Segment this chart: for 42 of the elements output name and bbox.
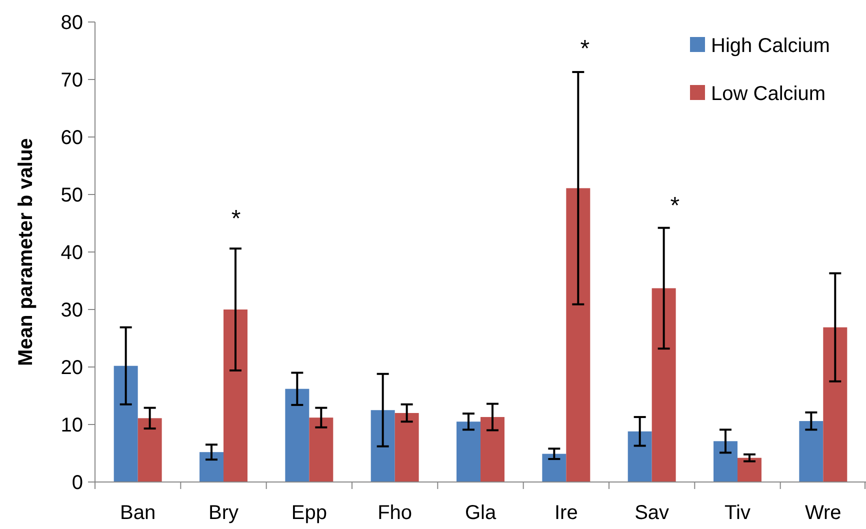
y-tick-label: 0 (72, 472, 83, 494)
bar (285, 388, 310, 482)
legend-label: High Calcium (711, 35, 830, 57)
x-tick-label: Gla (464, 502, 497, 524)
y-tick-label: 80 (60, 12, 83, 34)
annotation: * (580, 35, 590, 62)
x-tick-label: Tiv (724, 502, 750, 524)
bar (200, 452, 224, 482)
y-tick-label: 20 (60, 357, 83, 379)
y-tick-label: 40 (60, 242, 83, 264)
bar (224, 310, 248, 482)
x-tick-label: Ban (120, 502, 156, 524)
bar (309, 418, 334, 482)
bar (542, 454, 566, 482)
y-axis-title: Mean parameter b value (15, 138, 37, 366)
bar (714, 441, 738, 482)
bar (738, 458, 762, 482)
y-tick-label: 60 (60, 127, 83, 149)
bar (652, 288, 676, 482)
bar (456, 422, 480, 482)
bar (823, 327, 848, 482)
bar (799, 421, 824, 482)
annotation: * (670, 192, 680, 220)
bar (480, 417, 504, 482)
y-tick-label: 50 (60, 184, 83, 206)
y-tick-label: 10 (60, 414, 83, 436)
bar (370, 410, 395, 482)
bar (114, 366, 138, 482)
annotation: * (231, 205, 241, 232)
x-tick-label: Epp (291, 502, 327, 524)
y-tick-label: 30 (60, 300, 83, 322)
bar (628, 431, 652, 482)
legend-label: Low Calcium (711, 83, 826, 105)
bar (566, 188, 590, 482)
x-tick-label: Bry (208, 502, 238, 524)
x-tick-label: Wre (805, 502, 842, 524)
x-tick-label: Fho (378, 502, 412, 524)
bar (138, 418, 162, 482)
bar (394, 413, 419, 482)
y-tick-label: 70 (60, 70, 83, 92)
x-tick-label: Sav (634, 502, 670, 524)
x-tick-label: Ire (554, 502, 578, 524)
